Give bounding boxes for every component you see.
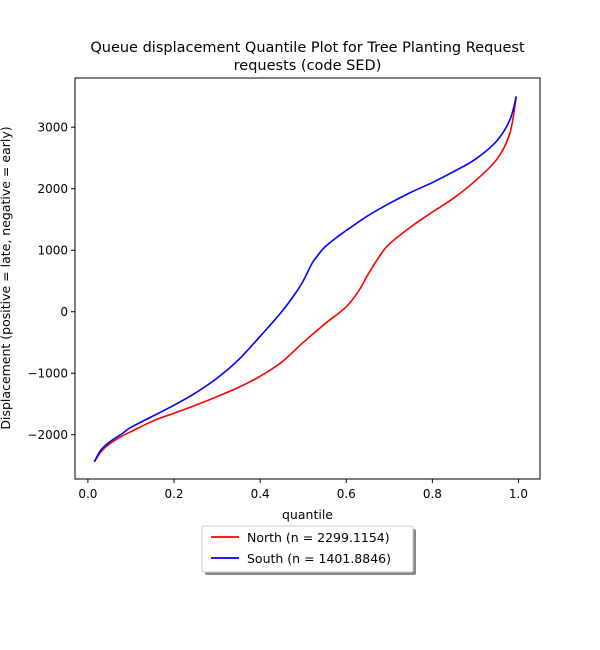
y-tick-label: 2000 — [37, 182, 68, 196]
chart-title-line-1: Queue displacement Quantile Plot for Tre… — [90, 40, 525, 56]
x-tick-label: 1.0 — [509, 487, 528, 501]
y-tick-label: 0 — [60, 305, 68, 319]
x-axis: 0.0 0.2 0.4 0.6 0.8 1.0 — [78, 479, 528, 501]
legend: North (n = 2299.1154) South (n = 1401.88… — [201, 525, 416, 575]
series-layer — [93, 96, 518, 463]
y-tick-label: −2000 — [27, 428, 68, 442]
y-axis: −2000 −1000 0 1000 2000 3000 — [27, 121, 75, 442]
x-tick-label: 0.0 — [78, 487, 97, 501]
series-line-south — [93, 96, 518, 463]
y-tick-label: −1000 — [27, 367, 68, 381]
x-axis-label: quantile — [282, 507, 333, 522]
x-tick-label: 0.2 — [164, 487, 183, 501]
x-tick-label: 0.4 — [251, 487, 270, 501]
chart-title-line-2: requests (code SED) — [234, 58, 382, 74]
x-tick-label: 0.6 — [337, 487, 356, 501]
axes-border — [74, 77, 541, 480]
legend-box — [201, 525, 414, 573]
series-line-north — [93, 96, 518, 463]
axes-frame — [75, 78, 540, 479]
y-tick-label: 1000 — [37, 244, 68, 258]
y-tick-label: 3000 — [37, 121, 68, 135]
legend-label-south: South (n = 1401.8846) — [247, 551, 391, 566]
x-tick-label: 0.8 — [423, 487, 442, 501]
plot-area — [74, 77, 541, 480]
legend-label-north: North (n = 2299.1154) — [247, 530, 390, 545]
y-axis-label: Displacement (positive = late, negative … — [0, 126, 13, 429]
